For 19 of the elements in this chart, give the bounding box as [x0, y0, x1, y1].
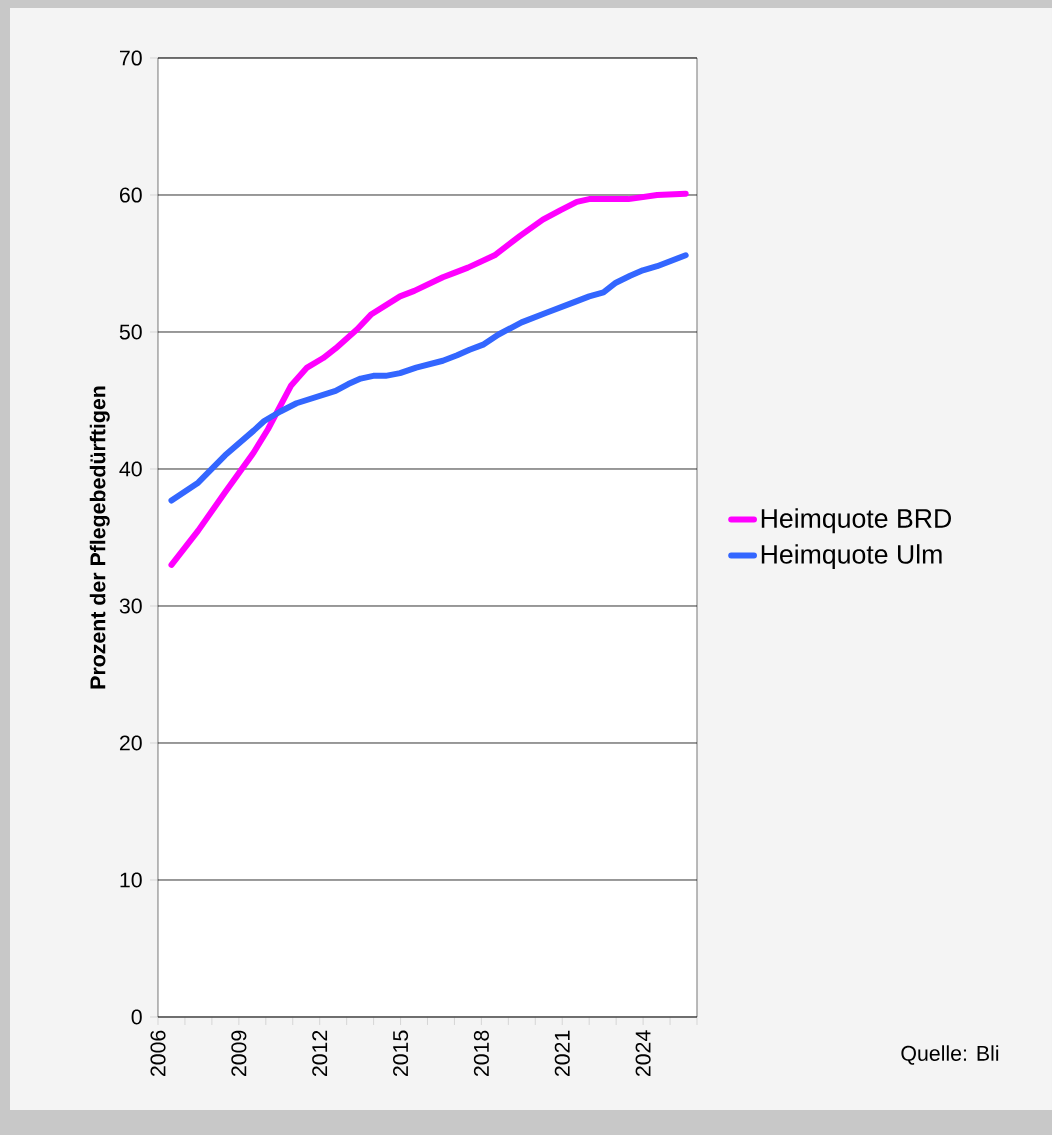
x-tick-label: 2006: [150, 1030, 166, 1077]
y-tick-label: 10: [120, 872, 142, 888]
x-tick-label: 2024: [635, 1030, 651, 1077]
legend-label: Heimquote BRD: [761, 508, 951, 534]
x-tick-label: 2018: [473, 1030, 489, 1077]
legend-label: Heimquote Ulm: [761, 544, 942, 570]
y-tick-label: 50: [119, 324, 142, 340]
source-note: Quelle: Bli: [901, 1045, 999, 1065]
x-tick-label: 2021: [554, 1030, 570, 1077]
y-tick-label: 20: [119, 735, 142, 751]
y-tick-label: 0: [131, 1009, 142, 1025]
y-axis-title: Prozent der Pflegebedürftigen: [89, 386, 110, 689]
x-tick-label: 2009: [231, 1030, 247, 1077]
y-tick-label: 70: [119, 50, 142, 66]
y-tick-label: 30: [119, 598, 142, 614]
x-tick-label: 2015: [393, 1030, 409, 1077]
x-tick-label: 2012: [312, 1030, 328, 1077]
y-tick-label: 40: [119, 461, 142, 477]
y-tick-label: 60: [119, 187, 142, 203]
